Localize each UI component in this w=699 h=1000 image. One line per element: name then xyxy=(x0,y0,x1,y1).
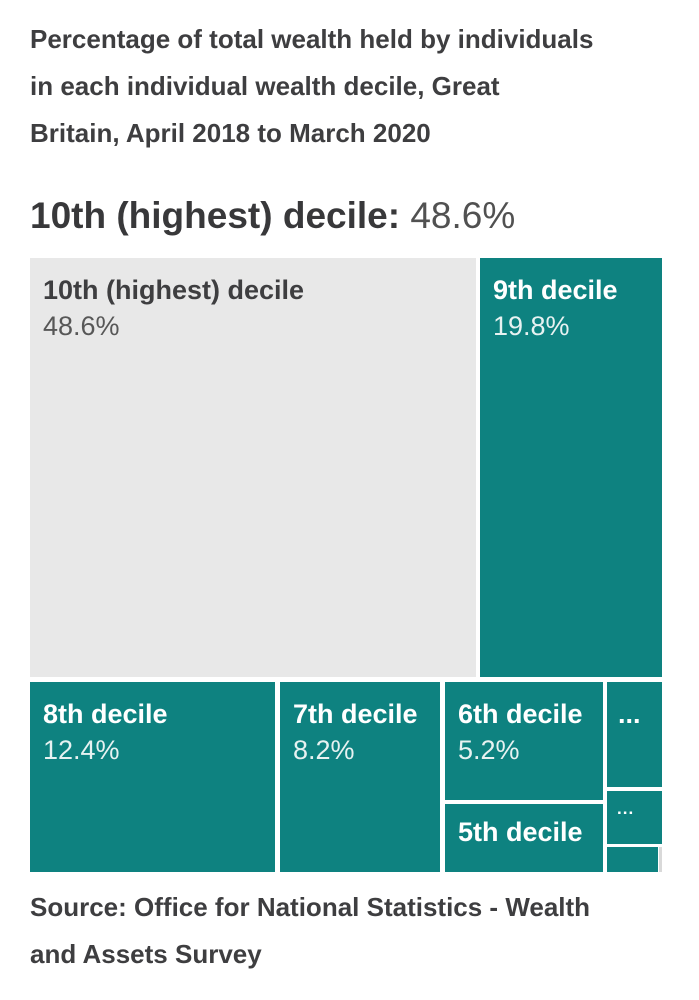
cell-label: 10th (highest) decile xyxy=(43,275,305,305)
cell-value: 48.6% xyxy=(43,311,120,341)
treemap-cell-9th-decile[interactable]: 9th decile 19.8% xyxy=(480,258,662,677)
cell-value: 12.4% xyxy=(43,735,120,765)
treemap-cell-ellipsis-upper[interactable]: ... xyxy=(607,682,662,787)
chart-title-line-1: Percentage of total wealth held by indiv… xyxy=(30,24,594,54)
chart-source-line-1: Source: Office for National Statistics -… xyxy=(30,892,591,922)
chart-title: Percentage of total wealth held by indiv… xyxy=(30,16,593,157)
hover-header-value: 48.6% xyxy=(410,195,516,236)
cell-value: 5.2% xyxy=(458,735,520,765)
chart-source-line-2: and Assets Survey xyxy=(30,939,262,969)
treemap-cell-6th-decile[interactable]: 6th decile 5.2% xyxy=(445,682,603,800)
cell-label: 9th decile xyxy=(493,275,618,305)
cell-label: 8th decile xyxy=(43,699,168,729)
treemap-cell-ellipsis-lower[interactable]: ... xyxy=(607,791,662,844)
cell-value: 8.2% xyxy=(293,735,355,765)
treemap-cell-7th-decile[interactable]: 7th decile 8.2% xyxy=(280,682,440,872)
treemap-cell-small-unlabeled[interactable] xyxy=(607,847,658,872)
cell-label: 5th decile xyxy=(458,817,583,847)
cell-label: ... xyxy=(618,699,641,729)
treemap-cell-8th-decile[interactable]: 8th decile 12.4% xyxy=(30,682,275,872)
cell-value: 19.8% xyxy=(493,311,570,341)
hover-header: 10th (highest) decile: 48.6% xyxy=(30,194,515,238)
chart-source: Source: Office for National Statistics -… xyxy=(30,884,590,978)
treemap-cell-10th-decile[interactable]: 10th (highest) decile 48.6% xyxy=(30,258,476,677)
treemap-cell-5th-decile[interactable]: 5th decile xyxy=(445,804,603,872)
treemap-cell-sliver-unlabeled[interactable] xyxy=(659,847,662,872)
cell-label: 7th decile xyxy=(293,699,418,729)
cell-label: ... xyxy=(617,799,635,818)
chart-title-line-3: Britain, April 2018 to March 2020 xyxy=(30,118,431,148)
chart-title-line-2: in each individual wealth decile, Great xyxy=(30,71,500,101)
treemap-chart: 10th (highest) decile 48.6% 9th decile 1… xyxy=(30,258,662,872)
hover-header-label: 10th (highest) decile: xyxy=(30,195,401,236)
cell-label: 6th decile xyxy=(458,699,583,729)
